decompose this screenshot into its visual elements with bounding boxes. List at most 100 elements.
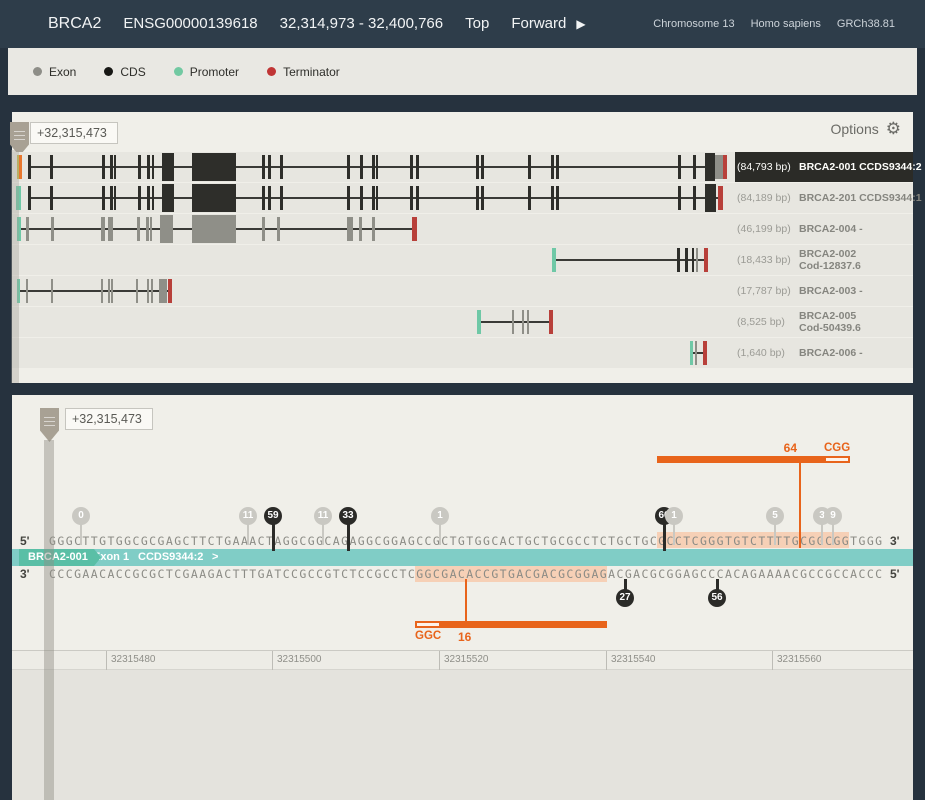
guide-marker[interactable]: 0 bbox=[72, 507, 90, 525]
guide-marker-stem bbox=[439, 523, 441, 545]
exon-feature bbox=[410, 186, 413, 210]
track-band[interactable] bbox=[12, 549, 913, 566]
exon-feature bbox=[192, 184, 236, 212]
exon-feature bbox=[477, 310, 481, 334]
guide-marker[interactable]: 33 bbox=[339, 507, 357, 525]
transcript-row[interactable]: (46,199 bp) BRCA2-004 - bbox=[12, 214, 913, 244]
exon-feature bbox=[347, 217, 353, 241]
grip-icon bbox=[14, 131, 25, 140]
exon-feature bbox=[26, 279, 28, 303]
exon-feature bbox=[168, 279, 172, 303]
exon-feature bbox=[28, 155, 31, 179]
detail-position-input[interactable] bbox=[65, 408, 153, 430]
track-label: > bbox=[212, 551, 219, 563]
exon-feature bbox=[262, 217, 265, 241]
overview-position-bar[interactable] bbox=[11, 150, 19, 383]
exon-feature bbox=[162, 184, 174, 212]
guide-marker[interactable]: 56 bbox=[708, 589, 726, 607]
transcript-label[interactable]: (18,433 bp) BRCA2-002 Cod-12837.6 bbox=[735, 245, 913, 275]
guide-marker[interactable]: 5 bbox=[766, 507, 784, 525]
transcript-row[interactable]: (84,189 bp) BRCA2-201 CCDS9344:1 bbox=[12, 183, 922, 213]
transcript-row[interactable]: (1,640 bp) BRCA2-006 - bbox=[12, 338, 913, 368]
exon-feature bbox=[262, 186, 265, 210]
chromosome-label: Chromosome 13 bbox=[653, 18, 735, 30]
transcript-row[interactable]: (18,433 bp) BRCA2-002 Cod-12837.6 bbox=[12, 245, 913, 275]
exon-feature bbox=[372, 155, 375, 179]
exon-feature bbox=[138, 155, 141, 179]
exon-feature bbox=[556, 186, 559, 210]
exon-feature bbox=[481, 155, 484, 179]
exon-feature bbox=[522, 310, 524, 334]
exon-feature bbox=[110, 186, 113, 210]
species-label: Homo sapiens bbox=[750, 18, 821, 30]
guide-marker-stem bbox=[80, 523, 82, 545]
genome-meta: Chromosome 13 Homo sapiens GRCh38.81 bbox=[653, 18, 895, 30]
axis-tick bbox=[439, 651, 440, 671]
transcript-label[interactable]: (17,787 bp) BRCA2-003 - bbox=[735, 276, 913, 306]
bottom-guide-bar[interactable] bbox=[441, 621, 607, 628]
guide-marker-stem bbox=[663, 523, 666, 551]
guide-marker[interactable]: 1 bbox=[431, 507, 449, 525]
transcript-label[interactable]: (84,793 bp) BRCA2-001 CCDS9344:2 bbox=[735, 152, 922, 182]
transcript-backbone bbox=[553, 259, 706, 261]
coordinate-range: 32,314,973 - 32,400,766 bbox=[279, 15, 444, 32]
exon-feature bbox=[528, 186, 531, 210]
overview-position-input[interactable] bbox=[30, 122, 118, 144]
top-guide-pam-label: CGG bbox=[824, 442, 851, 454]
detail-position-handle[interactable] bbox=[40, 408, 59, 442]
assembly-label: GRCh38.81 bbox=[836, 18, 895, 30]
guide-marker-stem bbox=[624, 579, 627, 597]
transcript-row[interactable]: (8,525 bp) BRCA2-005 Cod-50439.6 bbox=[12, 307, 913, 337]
track-chip[interactable] bbox=[19, 549, 101, 566]
exon-feature bbox=[159, 279, 167, 303]
transcript-label[interactable]: (84,189 bp) BRCA2-201 CCDS9344:1 bbox=[735, 183, 922, 213]
transcript-rows: (84,793 bp) BRCA2-001 CCDS9344:2 (84,189 b… bbox=[12, 152, 922, 369]
direction-label[interactable]: Forward bbox=[511, 15, 567, 32]
play-icon[interactable]: ▶ bbox=[576, 17, 586, 31]
transcript-row[interactable]: (84,793 bp) BRCA2-001 CCDS9344:2 bbox=[12, 152, 922, 182]
guide-marker[interactable]: 59 bbox=[264, 507, 282, 525]
options-button[interactable]: Options ⚙ bbox=[831, 120, 902, 137]
detail-position-bar[interactable] bbox=[44, 440, 54, 800]
exon-feature bbox=[718, 186, 723, 210]
axis-tick-label: 32315540 bbox=[611, 654, 656, 665]
gear-icon: ⚙ bbox=[885, 119, 901, 138]
guide-marker[interactable]: 9 bbox=[824, 507, 842, 525]
exon-feature bbox=[17, 155, 19, 179]
exon-feature bbox=[412, 217, 417, 241]
top-guide-bar[interactable] bbox=[657, 456, 824, 463]
exon-feature bbox=[26, 217, 29, 241]
exon-feature bbox=[160, 215, 173, 243]
exon-feature bbox=[162, 153, 174, 181]
bottom-guide-pam-box bbox=[415, 621, 441, 628]
exon-feature bbox=[192, 153, 236, 181]
transcript-label[interactable]: (46,199 bp) BRCA2-004 - bbox=[735, 214, 913, 244]
top-guide-cut-line bbox=[799, 463, 801, 548]
guide-marker[interactable]: 27 bbox=[616, 589, 634, 607]
legend-item-exon: Exon bbox=[33, 65, 76, 79]
overview-position-handle[interactable] bbox=[10, 122, 29, 156]
guide-marker[interactable]: 1 bbox=[665, 507, 683, 525]
exon-feature bbox=[19, 155, 22, 179]
exon-dot-icon bbox=[33, 67, 42, 76]
transcript-label[interactable]: (1,640 bp) BRCA2-006 - bbox=[735, 338, 913, 368]
guide-marker[interactable]: 11 bbox=[239, 507, 257, 525]
exon-feature bbox=[146, 217, 149, 241]
exon-feature bbox=[556, 155, 559, 179]
transcript-extra: Cod-50439.6 bbox=[799, 322, 861, 334]
exon-feature bbox=[704, 248, 708, 272]
exon-feature bbox=[101, 279, 103, 303]
transcript-label[interactable]: (8,525 bp) BRCA2-005 Cod-50439.6 bbox=[735, 307, 913, 337]
guide-marker-stem bbox=[347, 523, 350, 551]
exon-feature bbox=[551, 155, 554, 179]
promoter-dot-icon bbox=[173, 67, 183, 76]
exon-feature bbox=[268, 155, 271, 179]
guide-marker[interactable]: 11 bbox=[314, 507, 332, 525]
exon-feature bbox=[108, 279, 110, 303]
exon-feature bbox=[410, 155, 413, 179]
transcript-row[interactable]: (17,787 bp) BRCA2-003 - bbox=[12, 276, 913, 306]
exon-feature bbox=[114, 155, 116, 179]
exon-feature bbox=[376, 155, 378, 179]
exon-feature bbox=[110, 155, 113, 179]
strand-label[interactable]: Top bbox=[465, 15, 490, 32]
